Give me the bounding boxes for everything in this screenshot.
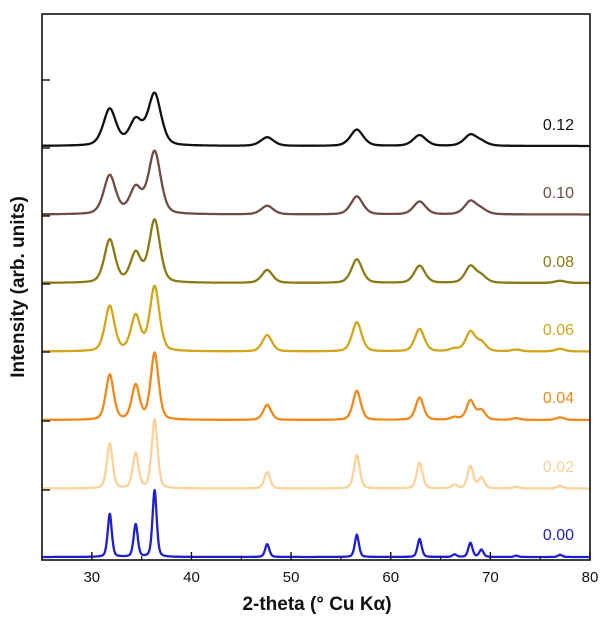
y-axis-title: Intensity (arb. units) [8,196,29,378]
x-axis-title: 2-theta (° Cu Kα) [242,594,391,615]
x-tick-label: 80 [582,569,599,586]
series-line-0.08 [41,218,591,285]
plot-frame [41,13,591,561]
y-axis-ticks [42,79,50,491]
x-tick-label: 40 [183,569,200,586]
x-tick-label: 30 [83,569,100,586]
series-line-0.06 [41,284,591,353]
series-line-0.02 [41,418,591,490]
x-tick-label: 50 [283,569,300,586]
series-label-0.04: 0.04 [543,390,574,407]
series-line-0.12 [41,91,591,148]
series-label-0.06: 0.06 [543,322,574,339]
series-label-0.00: 0.00 [543,527,574,544]
series-label-0.10: 0.10 [543,185,574,202]
series-labels: 0.00 0.02 0.04 0.06 0.08 0.10 0.12 [543,117,574,544]
series-line-0.04 [41,351,591,422]
series-line-0.10 [41,149,591,216]
series-label-0.02: 0.02 [543,459,574,476]
series-curves [41,91,591,559]
x-axis-ticks: 30 40 50 60 70 80 [41,552,599,586]
x-tick-label: 70 [482,569,499,586]
series-line-0.00 [41,488,591,559]
series-label-0.12: 0.12 [543,117,574,134]
series-label-0.08: 0.08 [543,254,574,271]
x-tick-label: 60 [382,569,399,586]
